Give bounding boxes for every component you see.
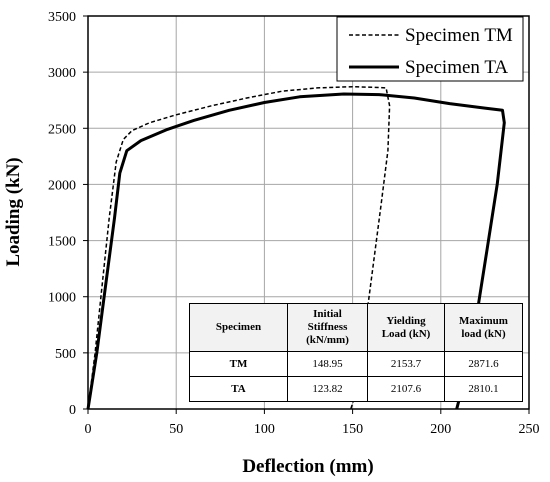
plot-area-border [87,15,530,410]
y-tick-label: 0 [69,403,76,418]
cell-initial-stiffness: 148.95 [287,351,368,377]
cell-specimen: TM [189,351,288,377]
x-tick-label: 0 [85,422,92,437]
y-tick-label: 500 [55,347,76,362]
header-yielding-load: Yielding Load (kN) [367,303,445,352]
cell-maximum-load: 2810.1 [444,376,523,402]
y-axis-title: Loading (kN) [3,157,24,266]
series-layer [86,85,506,410]
y-tick-label: 2000 [48,178,76,193]
legend-label-tm: Specimen TM [405,25,513,46]
legend: Specimen TM Specimen TA [336,16,524,82]
series-line-tm [87,85,391,410]
y-tick-label: 1500 [48,235,76,250]
table-header-row: Specimen Initial Stiffness (kN/mm) Yield… [189,303,523,352]
x-tick-label: 150 [342,422,363,437]
cell-specimen: TA [189,376,288,402]
series-line-ta [86,92,506,410]
x-axis-title: Deflection (mm) [242,456,373,477]
y-tick-label: 3000 [48,66,76,81]
cell-maximum-load: 2871.6 [444,351,523,377]
x-tick-label: 200 [430,422,451,437]
header-initial-stiffness: Initial Stiffness (kN/mm) [287,303,368,352]
legend-box [336,16,524,82]
x-tick-label: 250 [519,422,540,437]
y-tick-label: 1000 [48,291,76,306]
x-tick-label: 50 [169,422,183,437]
cell-initial-stiffness: 123.82 [287,376,368,402]
header-specimen: Specimen [189,303,288,352]
x-tick-label: 100 [254,422,275,437]
table-row: TM 148.95 2153.7 2871.6 [189,351,523,377]
y-tick-label: 3500 [48,10,76,25]
y-tick-label: 2500 [48,122,76,137]
cell-yielding-load: 2107.6 [367,376,445,402]
cell-yielding-load: 2153.7 [367,351,445,377]
header-maximum-load: Maximum load (kN) [444,303,523,352]
axis-ticks: 0 50 100 150 200 2500500100015002000250030003… [48,10,540,437]
results-table: Specimen Initial Stiffness (kN/mm) Yield… [189,303,523,402]
table-row: TA 123.82 2107.6 2810.1 [189,376,523,402]
legend-label-ta: Specimen TA [405,57,508,78]
